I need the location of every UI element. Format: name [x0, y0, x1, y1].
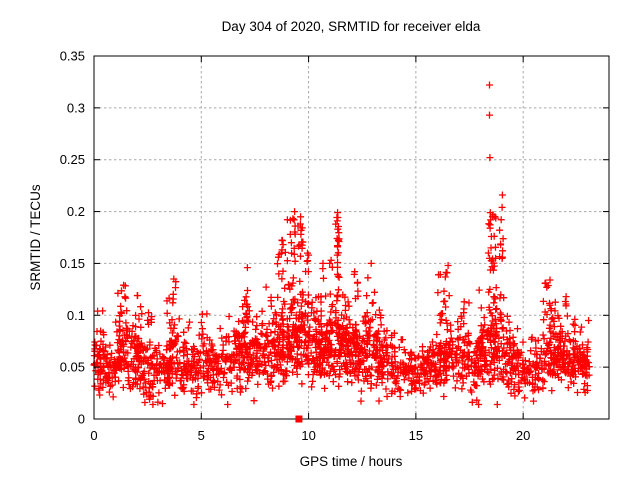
x-tick-label-0: 0 [90, 428, 97, 443]
y-tick-label-0.05: 0.05 [60, 360, 85, 375]
y-tick-label-0.3: 0.3 [67, 100, 85, 115]
plot-border [93, 55, 610, 420]
grid-lines [94, 56, 609, 419]
x-tick-label-20: 20 [516, 428, 530, 443]
y-tick-label-0.2: 0.2 [67, 204, 85, 219]
y-tick-label-0.15: 0.15 [60, 256, 85, 271]
y-axis-label: SRMTID / TECUs [28, 184, 43, 291]
y-tick-label-0.35: 0.35 [60, 49, 85, 64]
scatter-points [90, 81, 593, 408]
y-tick-label-0: 0 [78, 412, 85, 427]
y-tick-label-0.1: 0.1 [67, 308, 85, 323]
y-tick-label-0.25: 0.25 [60, 152, 85, 167]
zero-value-square-marker [295, 415, 303, 423]
axis-tick-labels: 0 5 10 15 20 0 0.05 0.1 0.15 0.2 0.25 0.3 0.35 [60, 49, 531, 444]
x-axis-label: GPS time / hours [300, 454, 403, 469]
chart-title: Day 304 of 2020, SRMTID for receiver eld… [222, 19, 481, 34]
axis-ticks [93, 55, 609, 420]
x-tick-label-15: 15 [409, 428, 423, 443]
x-tick-label-10: 10 [301, 428, 315, 443]
x-tick-label-5: 5 [198, 428, 205, 443]
